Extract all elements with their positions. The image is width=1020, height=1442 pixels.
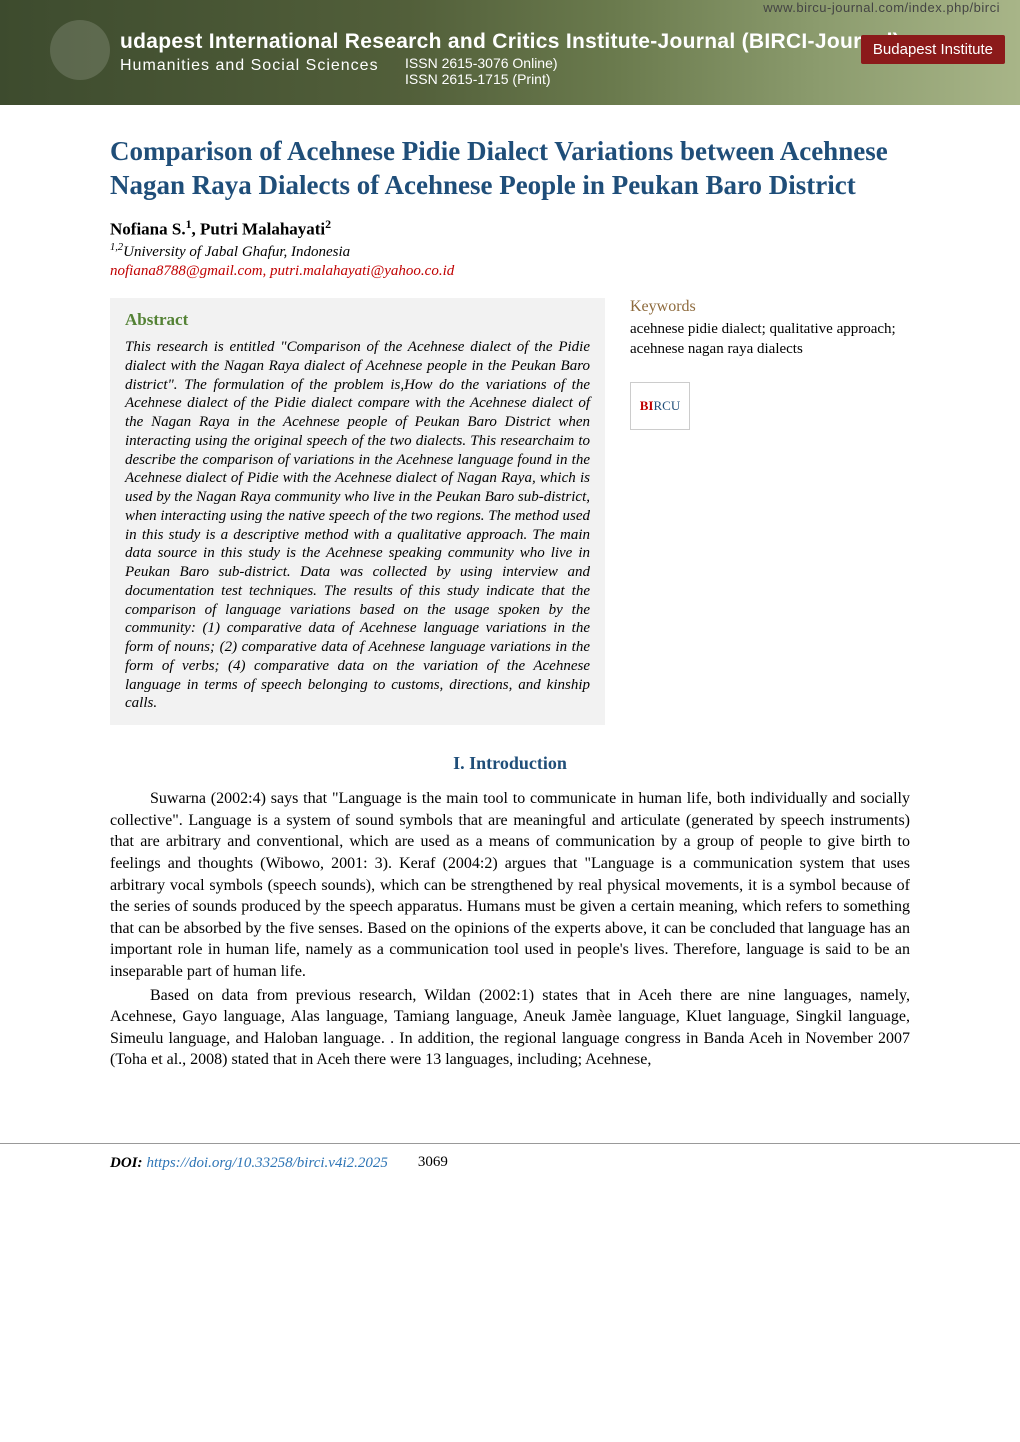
introduction-heading: I. Introduction xyxy=(110,753,910,774)
abstract-box: Abstract This research is entitled "Comp… xyxy=(110,298,605,725)
keywords-column: Keywords acehnese pidie dialect; qualita… xyxy=(630,298,910,725)
main-content: Comparison of Acehnese Pidie Dialect Var… xyxy=(0,105,1020,1093)
authors: Nofiana S.1, Putri Malahayati2 xyxy=(110,217,910,240)
author-emails: nofiana8788@gmail.com, putri.malahayati@… xyxy=(110,263,910,280)
issn-print: ISSN 2615-1715 (Print) xyxy=(405,71,558,87)
journal-banner: www.bircu-journal.com/index.php/birci ud… xyxy=(0,0,1020,105)
keywords-text: acehnese pidie dialect; qualitative appr… xyxy=(630,319,910,360)
institute-badge: Budapest Institute xyxy=(861,35,1005,64)
doi-link[interactable]: https://doi.org/10.33258/birci.v4i2.2025 xyxy=(147,1155,388,1171)
intro-paragraph-1: Suwarna (2002:4) says that "Language is … xyxy=(110,788,910,982)
banner-url: www.bircu-journal.com/index.php/birci xyxy=(763,0,1000,15)
abstract-keywords-row: Abstract This research is entitled "Comp… xyxy=(110,298,910,725)
logo-suffix: RCU xyxy=(654,398,681,413)
doi-label: DOI: xyxy=(110,1155,143,1171)
issn-block: ISSN 2615-3076 Online) ISSN 2615-1715 (P… xyxy=(405,55,558,87)
affiliation-text: University of Jabal Ghafur, Indonesia xyxy=(123,244,350,260)
keywords-heading: Keywords xyxy=(630,298,910,316)
page-footer: DOI: https://doi.org/10.33258/birci.v4i2… xyxy=(0,1143,1020,1192)
abstract-text: This research is entitled "Comparison of… xyxy=(125,338,590,713)
logo-prefix: BI xyxy=(640,398,654,413)
affiliation: 1,2University of Jabal Ghafur, Indonesia xyxy=(110,242,910,261)
issn-online: ISSN 2615-3076 Online) xyxy=(405,55,558,71)
journal-title: udapest International Research and Criti… xyxy=(120,30,900,54)
page-number: 3069 xyxy=(418,1154,448,1171)
paper-title: Comparison of Acehnese Pidie Dialect Var… xyxy=(110,135,910,203)
bircu-logo: BIRCU xyxy=(630,382,690,430)
abstract-heading: Abstract xyxy=(125,310,590,330)
intro-paragraph-2: Based on data from previous research, Wi… xyxy=(110,985,910,1071)
